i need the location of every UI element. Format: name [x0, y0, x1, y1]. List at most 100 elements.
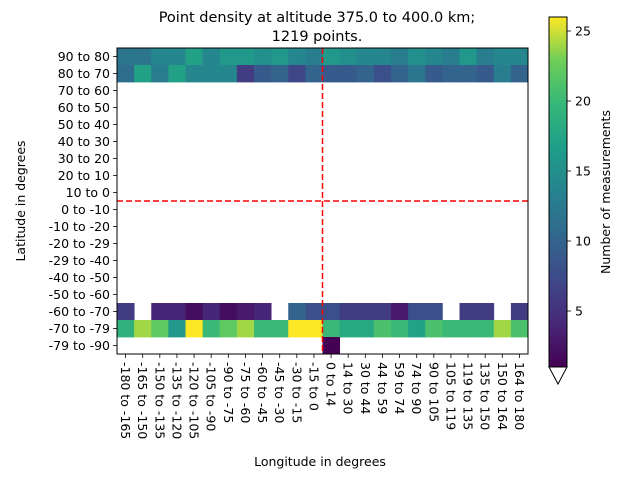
chart-title-line2: 1219 points.: [272, 29, 363, 45]
colorbar-ticks: 5 10 15 20 25: [567, 24, 591, 319]
colorbar-tick-label: 25: [575, 24, 591, 39]
heatmap-cell: [134, 65, 152, 83]
colorbar-extend-triangle: [548, 366, 568, 386]
heatmap-cell: [236, 48, 255, 66]
heatmap-cell: [339, 65, 358, 83]
heatmap-cell: [219, 65, 238, 83]
y-tick-label: 50 to 40: [58, 117, 110, 132]
heatmap-cell: [254, 65, 272, 83]
heatmap-cell: [476, 65, 495, 83]
heatmap-cell: [117, 65, 135, 83]
heatmap-cell: [493, 320, 512, 338]
heatmap-cell: [168, 48, 186, 66]
x-tick-label: 164 to 180: [512, 362, 527, 430]
heatmap-cell: [510, 48, 529, 66]
x-tick-label: 90 to 105: [426, 362, 441, 422]
x-tick-label: -15 to 0: [306, 362, 321, 411]
heatmap-cell: [510, 303, 529, 321]
heatmap-cell: [151, 320, 169, 338]
x-tick-label: -180 to -165: [118, 362, 133, 439]
heatmap-cell: [425, 48, 443, 66]
heatmap-cell: [322, 48, 341, 66]
heatmap-cell: [202, 320, 221, 338]
x-tick-label: -150 to -135: [152, 362, 167, 439]
y-tick-label: 60 to 50: [58, 100, 110, 115]
heatmap-cells: [117, 48, 529, 355]
plot-frame: [116, 47, 529, 355]
heatmap-cell: [305, 303, 323, 321]
y-tick-label: 10 to 0: [66, 185, 110, 200]
heatmap-cell: [493, 65, 512, 83]
x-tick-label: 44 to 59: [375, 362, 390, 414]
heatmap-cell: [322, 337, 341, 355]
y-tick-label: -10 to -20: [49, 219, 110, 234]
heatmap-cell: [356, 303, 375, 321]
y-axis-ticks: 90 to 80 80 to 70 70 to 60 60 to 50 50 to 40…: [49, 49, 117, 353]
heatmap-cell: [442, 65, 460, 83]
x-tick-label: 30 to 44: [358, 362, 373, 414]
y-tick-label: 0 to -10: [61, 202, 110, 217]
heatmap-cell: [271, 48, 289, 66]
heatmap-cell: [373, 48, 392, 66]
colorbar-tick-label: 20: [575, 94, 591, 109]
heatmap-cell: [305, 320, 323, 338]
heatmap-cell: [236, 65, 255, 83]
heatmap-cell: [185, 65, 204, 83]
y-axis-label: Latitude in degrees: [13, 140, 28, 261]
x-tick-label: 14 to 30: [341, 362, 356, 414]
x-axis-ticks: -180 to -165 -165 to -150 -150 to -135 -135…: [118, 354, 527, 439]
heatmap-cell: [425, 65, 443, 83]
heatmap-cell: [339, 303, 358, 321]
heatmap-cell: [459, 48, 478, 66]
heatmap-cell: [391, 65, 409, 83]
heatmap-cell: [408, 48, 426, 66]
y-tick-label: 70 to 60: [58, 83, 110, 98]
heatmap-cell: [322, 303, 341, 321]
x-tick-label: 119 to 135: [461, 362, 476, 430]
colorbar-tick-label: 5: [575, 304, 583, 319]
colorbar-gradient: [548, 16, 568, 368]
heatmap-cell: [288, 65, 306, 83]
y-tick-label: -79 to -90: [49, 338, 110, 353]
heatmap-cell: [339, 320, 358, 338]
heatmap-cell: [288, 303, 306, 321]
heatmap-cell: [271, 320, 289, 338]
heatmap-cell: [510, 65, 529, 83]
heatmap-cell: [202, 303, 221, 321]
heatmap-cell: [219, 320, 238, 338]
heatmap-cell: [373, 303, 392, 321]
heatmap-cell: [288, 48, 306, 66]
heatmap-cell: [202, 48, 221, 66]
heatmap-cell: [151, 65, 169, 83]
colorbar-tick-label: 10: [575, 234, 591, 249]
heatmap-cell: [185, 320, 204, 338]
heatmap-cell: [459, 303, 478, 321]
y-tick-label: 30 to 20: [58, 151, 110, 166]
y-tick-label: 80 to 70: [58, 66, 110, 81]
heatmap-cell: [425, 320, 443, 338]
colorbar: 5 10 15 20 25 Number of measurements: [548, 16, 613, 386]
x-tick-label: -135 to -120: [169, 362, 184, 439]
heatmap-cell: [373, 65, 392, 83]
heatmap-cell: [459, 320, 478, 338]
y-tick-label: -50 to -60: [49, 287, 110, 302]
heatmap-cell: [236, 303, 255, 321]
heatmap-cell: [254, 320, 272, 338]
heatmap-cell: [356, 48, 375, 66]
x-tick-label: -30 to -15: [289, 362, 304, 423]
heatmap-cell: [117, 320, 135, 338]
x-tick-label: -90 to -75: [221, 362, 236, 423]
x-tick-label: -105 to -90: [204, 362, 219, 431]
heatmap-cell: [391, 320, 409, 338]
x-tick-label: 59 to 74: [392, 362, 407, 414]
heatmap-cell: [322, 65, 341, 83]
heatmap-cell: [373, 320, 392, 338]
heatmap-cell: [408, 303, 426, 321]
heatmap-cell: [391, 48, 409, 66]
heatmap-cell: [185, 48, 204, 66]
y-tick-label: 20 to 10: [58, 168, 110, 183]
heatmap-cell: [134, 320, 152, 338]
heatmap-cell: [288, 320, 306, 338]
heatmap-cell: [493, 48, 512, 66]
heatmap-cell: [459, 65, 478, 83]
